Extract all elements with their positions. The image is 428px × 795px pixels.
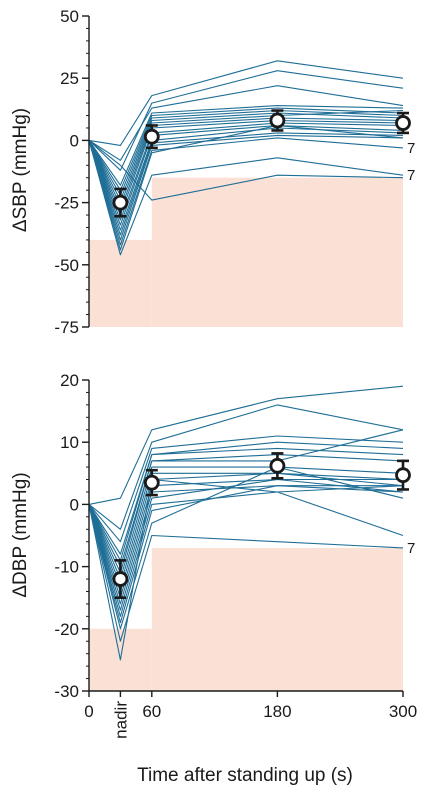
x-tick-label: 60 bbox=[142, 702, 161, 721]
x-axis-title: Time after standing up (s) bbox=[137, 765, 353, 786]
dbp-subject-line-16 bbox=[88, 504, 404, 642]
dbp-subject-line-0 bbox=[88, 385, 404, 505]
mean-point bbox=[395, 115, 411, 131]
dbp-mean-marker-0 bbox=[112, 559, 129, 600]
sbp-subject-line-2 bbox=[88, 85, 404, 161]
dbp-subject-line-7 bbox=[88, 466, 404, 580]
sbp-annotation-0: 7 bbox=[407, 140, 415, 157]
x-tick-label: 300 bbox=[389, 702, 417, 721]
dbp-subject-line-6 bbox=[88, 429, 404, 574]
dbp-subject-line-13 bbox=[88, 485, 404, 617]
sbp-subject-line-6 bbox=[88, 112, 404, 201]
sbp-y-axis-title: ΔSBP (mmHg) bbox=[10, 108, 31, 232]
x-tick-label: nadir bbox=[111, 701, 130, 739]
dbp-y-axis-title: ΔDBP (mmHg) bbox=[10, 472, 31, 597]
mean-point bbox=[112, 571, 129, 587]
mean-point bbox=[269, 112, 286, 129]
dbp-y-tick-label: -20 bbox=[54, 620, 79, 639]
dbp-subject-line-15 bbox=[88, 466, 404, 630]
dbp-y-tick-label: -30 bbox=[54, 682, 79, 701]
sbp-subject-line-17 bbox=[88, 140, 404, 256]
sbp-subject-line-16 bbox=[88, 124, 404, 251]
sbp-annotation-1: 7 bbox=[407, 167, 415, 184]
sbp-threshold-region-1 bbox=[151, 177, 403, 327]
dbp-subject-line-1 bbox=[88, 404, 404, 530]
dbp-subject-line-14 bbox=[88, 485, 404, 624]
dbp-mean-marker-2 bbox=[269, 452, 286, 480]
mean-point bbox=[269, 457, 286, 474]
sbp-panel: -75 -50 -25 0 25 50 7 7 ΔSBP (mmHg) bbox=[10, 7, 415, 337]
sbp-subject-line-18 bbox=[88, 139, 404, 201]
mean-point bbox=[143, 128, 160, 145]
sbp-subject-line-7 bbox=[88, 109, 404, 206]
sbp-y-tick-label: -25 bbox=[54, 194, 79, 213]
dbp-threshold-region-1 bbox=[151, 547, 403, 691]
dbp-mean-marker-1 bbox=[143, 468, 160, 497]
dbp-y-tick-label: 20 bbox=[60, 371, 79, 390]
sbp-y-tick-label: 25 bbox=[60, 69, 79, 88]
x-tick-label: 180 bbox=[263, 702, 291, 721]
dbp-panel: -30 -20 -10 0 10 20 0 nadir 60 180 300 7 ΔDBP (mmHg) bbox=[10, 371, 417, 739]
x-tick-label: 0 bbox=[84, 702, 93, 721]
sbp-subject-line-5 bbox=[88, 109, 404, 196]
sbp-mean-marker-3 bbox=[395, 111, 411, 135]
dbp-y-tick-label: 0 bbox=[70, 495, 79, 514]
sbp-subject-line-15 bbox=[88, 137, 404, 246]
dbp-subject-line-12 bbox=[88, 478, 404, 611]
dbp-mean-marker-3 bbox=[395, 459, 411, 491]
sbp-mean-marker-0 bbox=[112, 187, 129, 218]
dbp-y-tick-label: -10 bbox=[54, 558, 79, 577]
mean-point bbox=[143, 474, 160, 491]
sbp-subject-line-3 bbox=[88, 105, 404, 186]
dbp-annotation-0: 7 bbox=[407, 540, 415, 557]
dbp-subject-line-2 bbox=[88, 435, 404, 543]
sbp-mean-marker-2 bbox=[269, 109, 286, 132]
sbp-y-tick-label: -75 bbox=[54, 318, 79, 337]
sbp-y-tick-label: 50 bbox=[60, 7, 79, 26]
mean-point bbox=[395, 467, 411, 484]
dbp-y-tick-label: 10 bbox=[60, 433, 79, 452]
sbp-subject-line-4 bbox=[88, 107, 404, 191]
sbp-subject-line-0 bbox=[88, 60, 404, 146]
sbp-y-tick-label: 0 bbox=[70, 131, 79, 150]
sbp-y-tick-label: -50 bbox=[54, 256, 79, 275]
mean-point bbox=[112, 194, 129, 211]
sbp-mean-marker-1 bbox=[143, 124, 160, 150]
sbp-subject-line-1 bbox=[88, 70, 404, 171]
